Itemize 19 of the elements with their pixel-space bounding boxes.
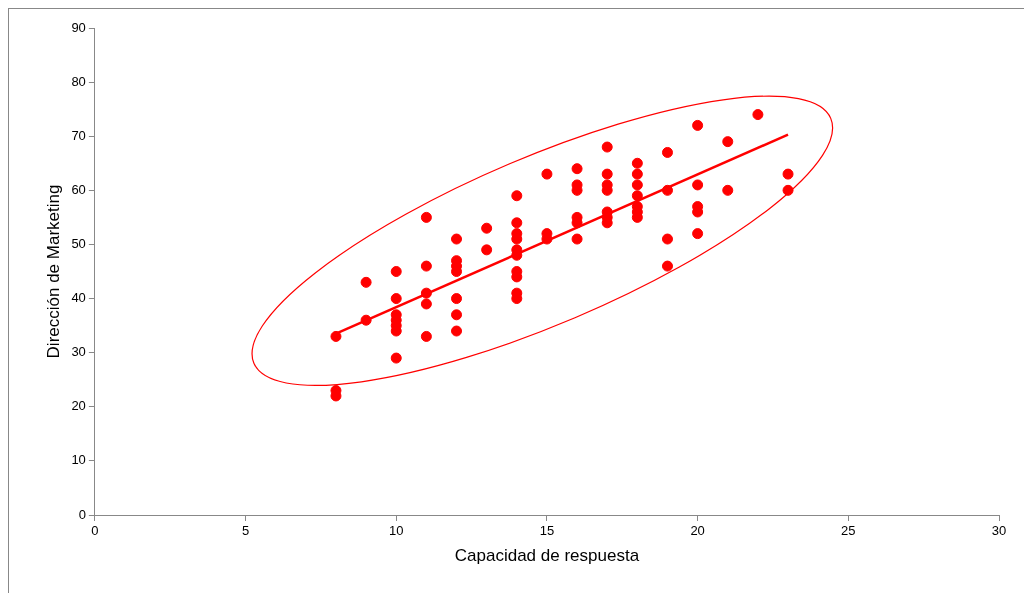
y-tick-label: 60 <box>71 181 86 197</box>
x-tick-label: 0 <box>91 523 99 539</box>
x-axis-title: Capacidad de respuesta <box>454 546 640 566</box>
y-tick-label: 70 <box>71 127 86 143</box>
x-tick-label: 20 <box>690 523 705 539</box>
y-tick-label: 0 <box>78 506 86 522</box>
y-tick-label: 10 <box>71 452 86 468</box>
x-tick-label: 5 <box>241 523 250 539</box>
y-tick-label: 40 <box>71 290 86 306</box>
y-tick-label: 20 <box>71 398 86 414</box>
x-tick-label: 15 <box>539 523 555 539</box>
y-axis-title: Dirección de Marketing <box>43 184 63 359</box>
y-tick-label: 30 <box>71 344 86 360</box>
x-tick-label: 25 <box>841 523 856 539</box>
y-tick-label: 50 <box>71 236 86 252</box>
x-tick-label: 30 <box>991 523 1007 539</box>
x-tick-label: 10 <box>389 523 404 539</box>
y-tick-label: 90 <box>71 19 86 35</box>
y-tick-label: 80 <box>71 73 86 89</box>
